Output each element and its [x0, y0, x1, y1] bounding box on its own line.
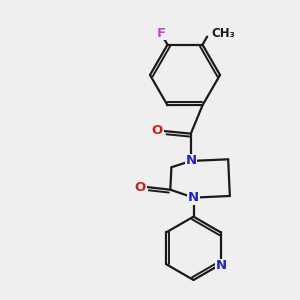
Text: CH₃: CH₃: [211, 27, 235, 40]
Text: N: N: [216, 259, 227, 272]
Text: F: F: [156, 27, 165, 40]
Text: O: O: [135, 181, 146, 194]
Text: N: N: [185, 154, 197, 167]
Text: O: O: [152, 124, 163, 137]
Text: N: N: [188, 191, 199, 204]
